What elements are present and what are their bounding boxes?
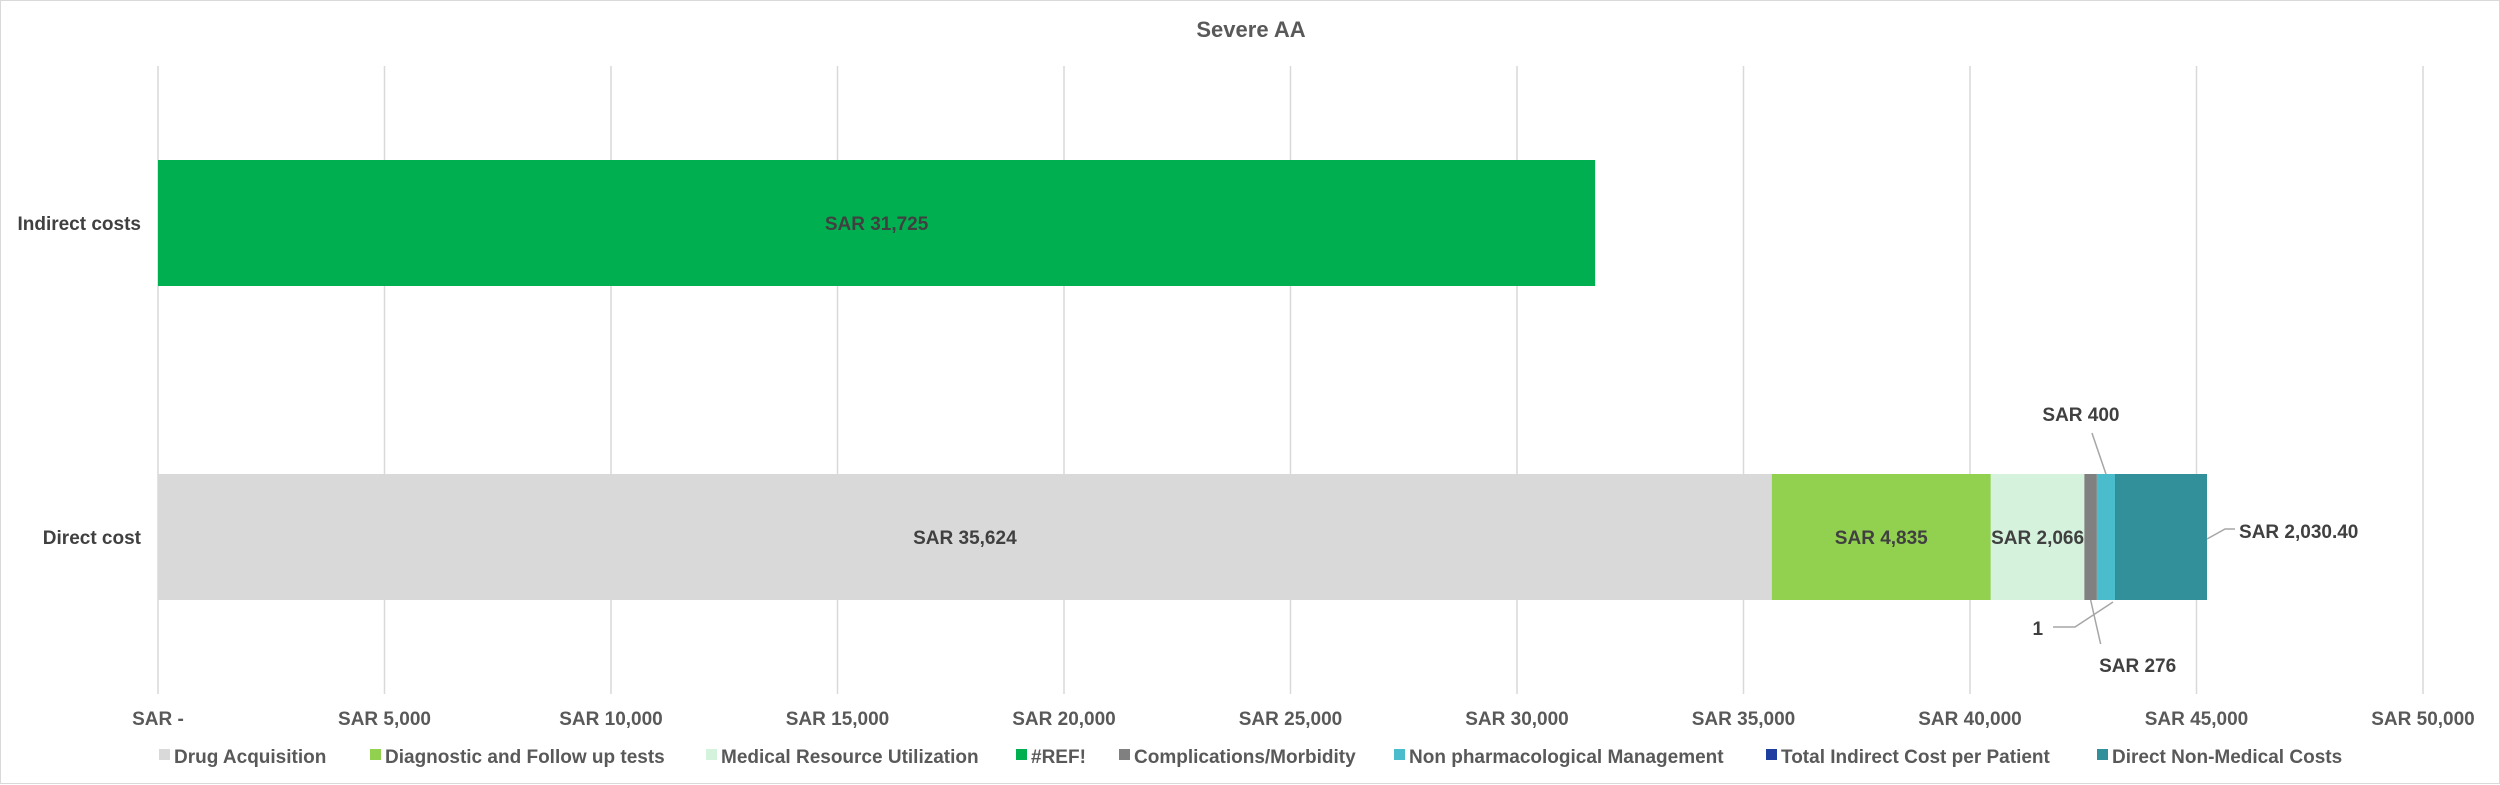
x-tick-label: SAR 40,000 [1918, 709, 2022, 730]
legend-entry: Drug Acquisition [174, 747, 326, 768]
legend-entry: #REF! [1031, 747, 1086, 768]
data-label: 1 [2032, 619, 2043, 640]
legend-entry: Non pharmacological Management [1409, 747, 1724, 768]
bar-segment [158, 474, 1772, 600]
bar-segment [2096, 474, 2116, 600]
legend-swatch [1119, 749, 1130, 760]
x-tick-label: SAR 35,000 [1692, 709, 1796, 730]
bar-segment [1771, 474, 1991, 600]
category-label: Indirect costs [17, 214, 141, 235]
data-label: SAR 2,066 [1991, 528, 2084, 549]
x-tick-label: SAR 50,000 [2371, 709, 2475, 730]
x-tick-label: SAR - [132, 709, 184, 730]
x-tick-label: SAR 45,000 [2145, 709, 2249, 730]
chart-title: Severe AA [1196, 17, 1305, 42]
legend: Drug Acquisition Diagnostic and Follow up… [159, 747, 2342, 768]
leader-line [2053, 601, 2114, 628]
data-label: SAR 400 [2042, 405, 2119, 426]
axis-labels: SAR - SAR 5,000 SAR 10,000 SAR 15,000 SAR 20… [17, 214, 2474, 730]
x-tick-label: SAR 10,000 [559, 709, 663, 730]
bars [158, 160, 2208, 600]
legend-swatch [1766, 749, 1777, 760]
bar-segment [1990, 474, 2085, 600]
data-label: SAR 31,725 [825, 214, 929, 235]
bar-segment [2115, 474, 2208, 600]
x-tick-label: SAR 20,000 [1012, 709, 1116, 730]
legend-entry: Total Indirect Cost per Patient [1781, 747, 2051, 768]
x-tick-label: SAR 15,000 [786, 709, 890, 730]
legend-swatch [1016, 749, 1027, 760]
legend-entry: Direct Non-Medical Costs [2112, 747, 2342, 768]
data-label: SAR 35,624 [913, 528, 1017, 549]
data-label: SAR 2,030.40 [2239, 522, 2358, 543]
legend-entry: Complications/Morbidity [1134, 747, 1356, 768]
leader-line [2206, 528, 2236, 540]
x-tick-label: SAR 5,000 [338, 709, 431, 730]
legend-entry: Diagnostic and Follow up tests [385, 747, 665, 768]
leader-line [2091, 432, 2107, 475]
x-tick-label: SAR 30,000 [1465, 709, 1569, 730]
data-label: SAR 4,835 [1835, 528, 1928, 549]
bar-segment [2084, 474, 2097, 600]
category-label: Direct cost [43, 528, 142, 549]
data-labels: SAR 31,725 SAR 35,624 SAR 4,835 SAR 2,066 SA… [825, 214, 2359, 677]
leader-line [2089, 599, 2102, 645]
legend-entry: Medical Resource Utilization [721, 747, 979, 768]
data-label: SAR 276 [2099, 656, 2176, 677]
legend-swatch [1394, 749, 1405, 760]
bar-segment [158, 160, 1596, 286]
legend-swatch [2097, 749, 2108, 760]
legend-swatch [370, 749, 381, 760]
x-tick-label: SAR 25,000 [1239, 709, 1343, 730]
legend-swatch [706, 749, 717, 760]
legend-swatch [159, 749, 170, 760]
